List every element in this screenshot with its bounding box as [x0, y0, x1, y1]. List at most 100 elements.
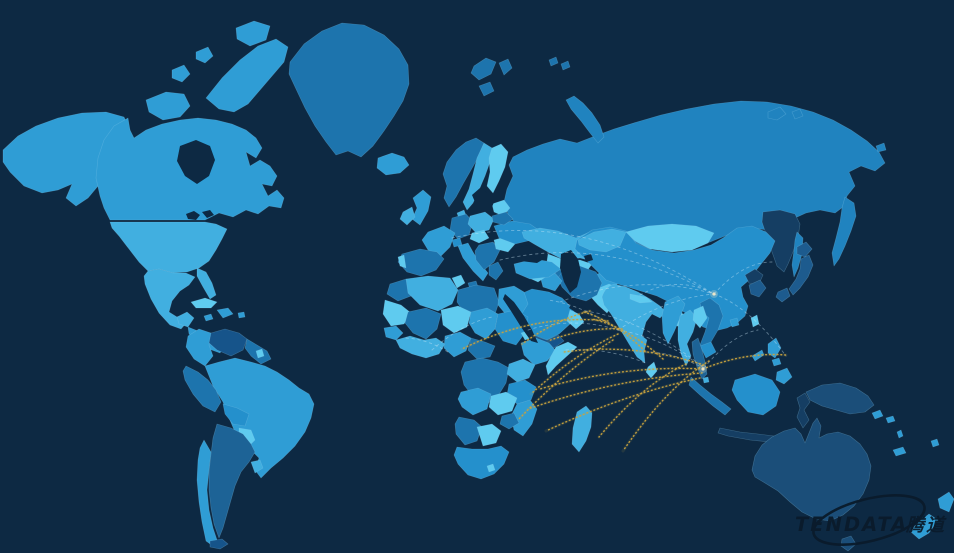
region-namibia — [454, 416, 483, 446]
region-cambodia — [699, 341, 717, 359]
region-new-caledonia — [892, 446, 907, 457]
region-philippines-luzon — [767, 337, 782, 359]
region-czech-slovakia — [469, 229, 490, 244]
region-peru — [182, 365, 222, 413]
region-uruguay — [250, 459, 264, 474]
region-yucatan — [176, 311, 195, 328]
route-white-7 — [703, 329, 759, 369]
region-kamchatka — [831, 196, 857, 267]
region-mongolia — [625, 223, 715, 253]
region-baltics — [491, 199, 511, 217]
region-greenland — [288, 22, 410, 158]
region-baffin-island — [205, 38, 289, 113]
hudson-bay — [177, 140, 215, 184]
region-jamaica — [203, 313, 214, 322]
region-angola — [457, 387, 492, 416]
region-sulawesi — [796, 392, 811, 429]
baltic-sea — [472, 188, 494, 212]
region-mauritania — [382, 299, 412, 327]
region-kenya-uganda — [506, 358, 536, 383]
region-suriname — [255, 348, 265, 359]
region-svalbard-3 — [478, 81, 495, 97]
region-victoria-island — [145, 91, 191, 121]
region-chad — [468, 307, 499, 340]
region-mali — [404, 307, 442, 340]
route-white-15 — [565, 349, 649, 365]
region-new-zealand-south — [910, 513, 939, 540]
region-new-siberian-isl-2 — [791, 108, 804, 120]
region-alps — [451, 237, 463, 248]
caspian-sea — [560, 250, 581, 293]
region-arctic-islet — [171, 64, 191, 83]
route-gold-5 — [530, 333, 619, 395]
region-belarus — [491, 211, 514, 226]
region-zambia — [488, 391, 518, 416]
region-franz-josef — [548, 56, 559, 67]
watermark: TENDATA 腾道 — [795, 494, 947, 546]
region-tierra-del-fuego — [209, 538, 229, 550]
great-lakes-2 — [202, 210, 214, 218]
aral-sea — [584, 254, 593, 262]
route-gold-4 — [547, 328, 623, 342]
region-fiji — [930, 438, 940, 448]
region-philippines-visayas — [771, 357, 782, 367]
region-florida — [196, 267, 217, 300]
route-white-9 — [713, 293, 787, 357]
route-gold-1 — [527, 372, 703, 410]
watermark-brand-cn: 腾道 — [905, 515, 947, 536]
region-norway — [442, 137, 485, 208]
region-solomon — [871, 409, 884, 420]
route-gold-0 — [539, 367, 704, 390]
route-gold-12 — [461, 318, 609, 350]
route-white-5 — [617, 293, 715, 331]
region-south-korea — [748, 279, 767, 298]
region-bolivia — [222, 403, 250, 427]
region-hispaniola — [216, 307, 234, 319]
region-singapore — [702, 376, 710, 384]
region-niger — [440, 305, 472, 334]
region-ellesmere — [235, 20, 271, 47]
watermark-swoosh — [812, 494, 926, 546]
region-oman — [566, 309, 585, 330]
region-sakhalin — [791, 231, 804, 278]
route-white-2 — [559, 284, 715, 303]
route-gold-10 — [622, 360, 710, 452]
region-poland — [467, 211, 495, 234]
route-hub-1 — [712, 292, 716, 296]
route-gold-11 — [521, 310, 591, 345]
region-argentina — [208, 423, 256, 539]
region-australia — [751, 417, 872, 522]
region-somalia — [545, 341, 578, 376]
region-tunisia — [451, 274, 466, 289]
region-south-africa — [453, 445, 510, 480]
region-uk — [411, 189, 432, 226]
region-svalbard — [470, 57, 497, 81]
region-vanuatu — [896, 429, 904, 439]
region-finland — [486, 143, 509, 194]
region-philippines-mindanao — [775, 367, 793, 385]
region-usa — [109, 221, 228, 274]
region-japan-hokkaido — [796, 241, 813, 258]
route-white-12 — [431, 316, 493, 351]
region-franz-josef-2 — [560, 60, 571, 71]
route-white-0 — [451, 230, 716, 296]
region-italy — [457, 242, 489, 282]
region-new-siberian-isl — [767, 106, 787, 121]
route-white-3 — [584, 310, 705, 369]
region-sumatra — [688, 376, 732, 416]
region-france — [421, 225, 456, 257]
region-japan-honshu — [788, 254, 814, 296]
region-solomon-2 — [885, 415, 896, 424]
red-sea — [503, 294, 538, 343]
route-white-8 — [713, 261, 773, 295]
region-botswana — [476, 423, 502, 447]
region-laos — [692, 305, 708, 329]
persian-gulf — [569, 303, 594, 319]
region-novaya-zemlya — [565, 95, 605, 144]
region-ireland — [399, 206, 416, 226]
region-wrangel — [875, 142, 887, 153]
region-nepal — [629, 293, 653, 304]
region-algeria — [405, 275, 459, 312]
route-gold-13 — [702, 353, 787, 370]
